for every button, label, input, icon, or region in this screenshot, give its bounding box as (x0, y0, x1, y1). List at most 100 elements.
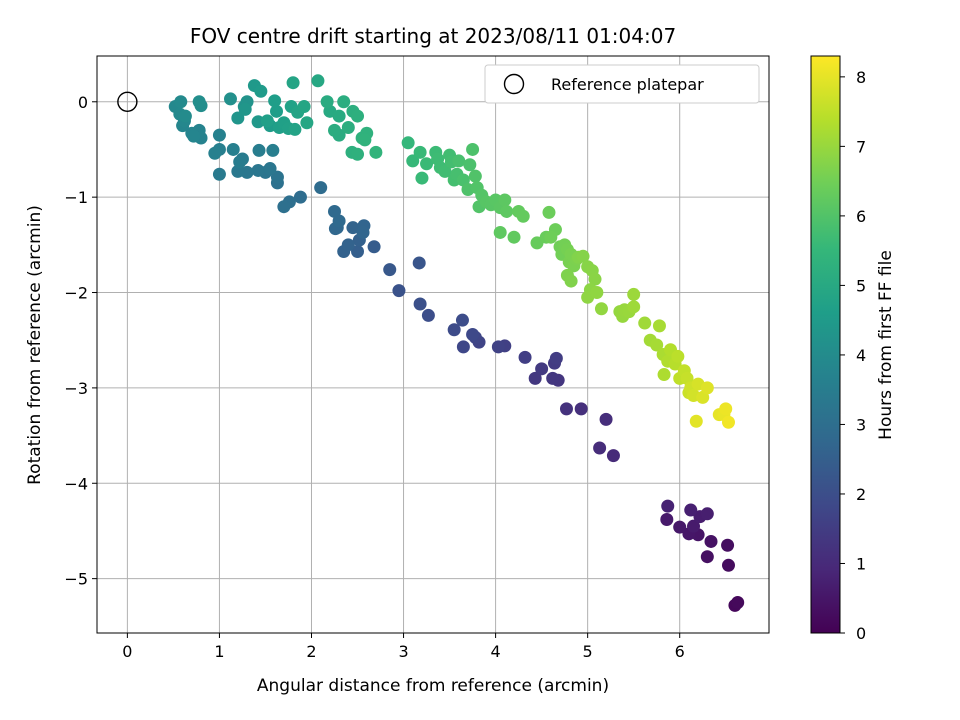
data-point (351, 245, 365, 259)
data-point (700, 550, 714, 564)
data-point (546, 371, 560, 385)
data-point (415, 171, 429, 185)
y-tick-label: −1 (64, 188, 88, 207)
colorbar-tick-label: 4 (856, 346, 866, 365)
data-point (564, 274, 578, 288)
chart-title: FOV centre drift starting at 2023/08/11 … (190, 24, 676, 48)
data-point (367, 240, 381, 254)
data-point (447, 323, 461, 337)
x-tick-label: 0 (122, 642, 132, 661)
data-point (559, 402, 573, 416)
x-axis-label: Angular distance from reference (arcmin) (257, 676, 609, 696)
data-point (700, 507, 714, 521)
colorbar-tick-label: 8 (856, 68, 866, 87)
data-point (593, 441, 607, 455)
data-point (406, 154, 420, 168)
data-point (466, 142, 480, 156)
data-point (412, 256, 426, 270)
data-point (599, 412, 613, 426)
x-tick-label: 2 (306, 642, 316, 661)
data-point (689, 414, 703, 428)
data-point (226, 142, 240, 156)
data-point (337, 95, 351, 109)
colorbar-tick-label: 2 (856, 485, 866, 504)
data-point (320, 95, 334, 109)
data-point (731, 595, 745, 609)
x-tick-label: 3 (398, 642, 408, 661)
data-point (606, 449, 620, 463)
colorbar-tick-label: 0 (856, 624, 866, 643)
y-axis-ticks: 0 −1 −2 −3 −4 −5 (64, 93, 97, 589)
data-point (721, 558, 735, 572)
data-point (456, 340, 470, 354)
data-point (251, 163, 265, 177)
data-point (254, 84, 268, 98)
y-tick-label: −2 (64, 284, 88, 303)
data-point (493, 225, 507, 239)
y-tick-label: −3 (64, 379, 88, 398)
data-point (438, 164, 452, 178)
data-point (174, 95, 188, 109)
data-point (638, 316, 652, 330)
data-point (270, 104, 284, 118)
data-point (341, 238, 355, 252)
x-axis-ticks: 0 1 2 3 4 5 6 (122, 633, 685, 661)
data-point (369, 145, 383, 159)
y-tick-label: −4 (64, 474, 88, 493)
data-point (627, 287, 641, 301)
data-point (721, 538, 735, 552)
x-tick-label: 4 (491, 642, 501, 661)
data-point (212, 128, 226, 142)
colorbar-tick-label: 5 (856, 276, 866, 295)
legend-marker-reference (503, 73, 525, 95)
data-point (687, 519, 701, 533)
legend-entry-label: Reference platepar (551, 75, 704, 94)
legend-box (484, 64, 760, 104)
data-point (192, 95, 206, 109)
data-point (288, 122, 302, 136)
data-point (212, 167, 226, 181)
data-point (627, 300, 641, 314)
data-point (661, 499, 675, 513)
data-point (293, 190, 307, 204)
data-point (684, 503, 698, 517)
x-tick-label: 1 (214, 642, 224, 661)
data-point (549, 351, 563, 365)
data-point (700, 381, 714, 395)
data-point (590, 286, 604, 300)
y-tick-label: 0 (78, 93, 88, 112)
data-point (468, 169, 482, 183)
data-point (528, 371, 542, 385)
data-point (544, 230, 558, 244)
data-point (455, 313, 469, 327)
plot-frame (96, 55, 770, 634)
data-point (500, 204, 514, 218)
data-point (328, 123, 342, 137)
data-point (277, 200, 291, 214)
data-point (507, 230, 521, 244)
data-point (704, 534, 718, 548)
data-point (223, 92, 237, 106)
data-point (266, 143, 280, 157)
data-point (286, 76, 300, 90)
data-point (311, 74, 325, 88)
data-point (238, 102, 252, 116)
data-point (420, 157, 434, 171)
data-point (657, 368, 671, 382)
data-point (660, 513, 674, 527)
data-point (383, 263, 397, 277)
x-tick-label: 6 (675, 642, 685, 661)
data-point (332, 214, 346, 228)
data-point (413, 145, 427, 159)
data-point (518, 350, 532, 364)
data-point (671, 349, 685, 363)
data-point (516, 209, 530, 223)
data-point (341, 121, 355, 135)
scatter-points (168, 74, 745, 612)
data-point (178, 109, 192, 123)
data-point (351, 147, 365, 161)
data-point (463, 158, 477, 172)
data-point (297, 100, 311, 114)
legend: Reference platepar (484, 64, 760, 104)
x-tick-label: 5 (583, 642, 593, 661)
